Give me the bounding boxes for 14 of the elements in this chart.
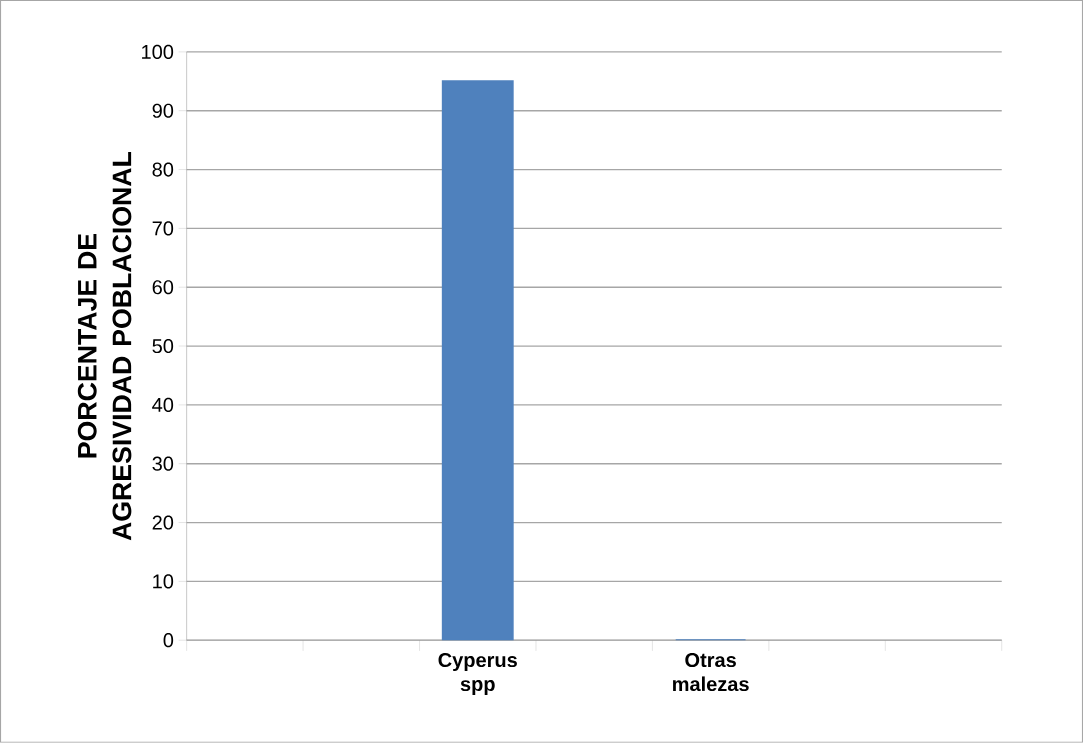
x-tick-label: Cyperus spp xyxy=(438,653,517,696)
y-tick-label: 10 xyxy=(153,574,174,589)
y-tick-label: 100 xyxy=(142,44,174,60)
y-tick-label: 70 xyxy=(152,221,174,236)
y-tick-label: 30 xyxy=(152,456,174,471)
y-tick-label: 80 xyxy=(152,162,174,177)
y-tick-label: 90 xyxy=(152,103,174,118)
x-tick-label: Otras malezas xyxy=(673,653,749,692)
y-axis-title: PORCENTAJE DE AGRESIVIDAD POBLACIONAL xyxy=(77,152,132,541)
y-tick-label: 60 xyxy=(152,280,174,295)
y-tick-label: 0 xyxy=(163,633,174,648)
y-tick-label: 20 xyxy=(152,515,174,530)
y-tick-label: 50 xyxy=(152,339,174,354)
y-tick-label: 40 xyxy=(152,397,174,413)
